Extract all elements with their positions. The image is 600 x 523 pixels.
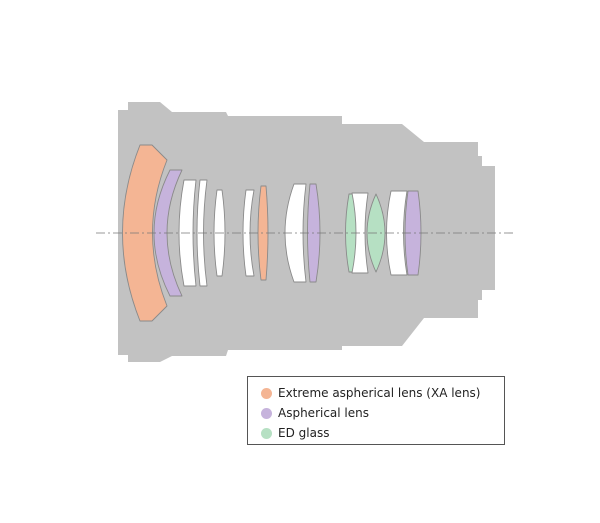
legend-item-xa: Extreme aspherical lens (XA lens) [261, 384, 504, 402]
lens-element-6 [242, 189, 255, 277]
lens-element-1 [122, 144, 168, 322]
legend-item-aspherical: Aspherical lens [261, 404, 504, 422]
circle-swatch-icon [261, 407, 272, 419]
circle-swatch-icon [261, 427, 272, 439]
lens-element-11 [351, 192, 369, 274]
legend: Extreme aspherical lens (XA lens) Aspher… [247, 376, 505, 445]
legend-label: Extreme aspherical lens (XA lens) [278, 386, 481, 400]
lens-element-14 [404, 190, 422, 276]
legend-label: Aspherical lens [278, 406, 370, 420]
circle-swatch-icon [261, 387, 272, 399]
legend-label: ED glass [278, 426, 330, 440]
lens-element-2 [153, 169, 183, 297]
lens-element-13 [386, 190, 408, 276]
legend-item-ed: ED glass [261, 424, 504, 442]
lens-barrel [118, 102, 495, 362]
